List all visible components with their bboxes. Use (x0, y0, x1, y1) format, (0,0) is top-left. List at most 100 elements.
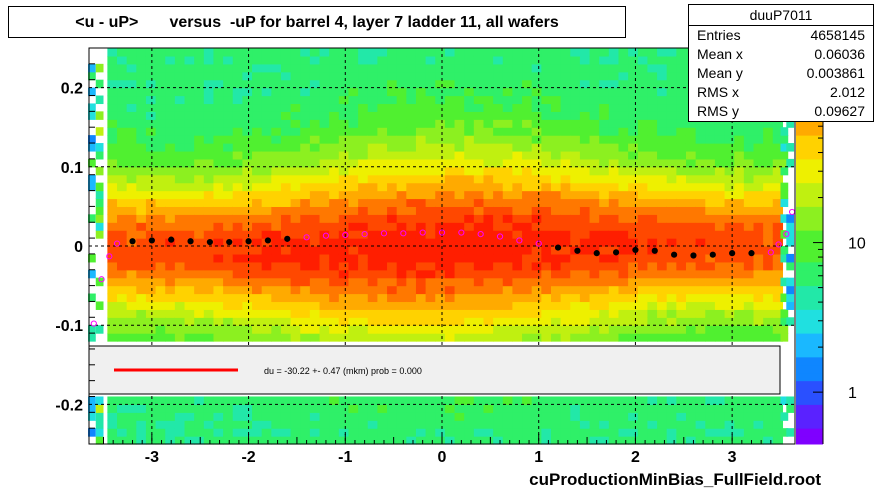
heatmap-cell (763, 317, 774, 326)
heatmap-cell (194, 293, 205, 303)
heatmap-cell (425, 48, 436, 57)
heatmap-cell (367, 317, 378, 326)
heatmap-cell (377, 333, 388, 342)
heatmap-cell (252, 103, 263, 112)
heatmap-cell (280, 182, 292, 192)
heatmap-cell (319, 206, 330, 215)
heatmap-cell (155, 412, 166, 421)
stats-value: 0.06036 (814, 46, 865, 62)
heatmap-cell (734, 206, 745, 215)
heatmap-cell (541, 111, 552, 120)
heatmap-cell (348, 150, 359, 160)
profile-point (380, 230, 388, 237)
heatmap-cell (425, 87, 436, 97)
heatmap-cell (579, 404, 591, 413)
heatmap-cell (772, 428, 784, 437)
heatmap-cell (174, 111, 186, 120)
heatmap-cell (232, 396, 243, 405)
heatmap-cell (628, 143, 639, 152)
heatmap-cell (502, 230, 513, 239)
heatmap-cell (358, 230, 369, 239)
heatmap-cell (714, 412, 726, 421)
heatmap-cell (522, 333, 533, 342)
heatmap-cell (174, 79, 186, 89)
colorbar-cell (796, 436, 823, 445)
heatmap-cell (88, 253, 96, 263)
heatmap-cell (329, 127, 340, 136)
heatmap-cell (743, 150, 755, 160)
heatmap-cell (232, 420, 243, 429)
heatmap-cell (444, 293, 456, 303)
heatmap-cell (213, 301, 224, 310)
heatmap-cell (396, 166, 407, 176)
heatmap-cell (502, 428, 513, 437)
heatmap-cell (329, 174, 340, 184)
heatmap-cell (174, 150, 186, 160)
heatmap-cell (628, 412, 639, 421)
heatmap-cell (117, 79, 128, 89)
heatmap-cell (203, 135, 215, 144)
heatmap-cell (473, 150, 485, 160)
heatmap-cell (117, 87, 128, 97)
heatmap-cell (223, 325, 234, 334)
heatmap-cell (387, 246, 398, 255)
heatmap-cell (252, 48, 263, 57)
heatmap-cell (531, 103, 542, 112)
heatmap-cell (107, 404, 118, 413)
heatmap-cell (531, 404, 542, 413)
stats-row-rms-x: RMS x 2.012 (689, 83, 873, 102)
heatmap-cell (608, 119, 620, 128)
heatmap-cell (300, 428, 311, 437)
heatmap-cell (271, 277, 282, 287)
heatmap-cell (300, 301, 311, 310)
heatmap-cell (348, 55, 359, 65)
heatmap-cell (290, 95, 301, 105)
heatmap-cell (194, 198, 205, 207)
heatmap-cell (165, 436, 176, 445)
heatmap-cell (329, 158, 340, 168)
colorbar-cell (796, 380, 823, 390)
heatmap-cell (676, 317, 687, 326)
heatmap-cell (531, 79, 542, 89)
heatmap-cell (348, 277, 359, 287)
heatmap-cell (194, 222, 205, 231)
heatmap-cell (444, 285, 456, 295)
heatmap-cell (396, 190, 407, 200)
heatmap-cell (213, 127, 224, 136)
heatmap-cell (309, 253, 321, 263)
heatmap-cell (541, 87, 552, 97)
heatmap-cell (541, 261, 552, 271)
heatmap-cell (358, 111, 369, 120)
heatmap-cell (329, 261, 340, 271)
y-tick-label: 0.2 (61, 81, 83, 98)
heatmap-cell (541, 412, 552, 421)
heatmap-cell (165, 412, 176, 421)
heatmap-cell (666, 277, 677, 287)
heatmap-cell (194, 420, 205, 429)
heatmap-cell (657, 71, 668, 81)
heatmap-cell (280, 119, 292, 128)
heatmap-cell (184, 119, 195, 128)
heatmap-cell (705, 246, 716, 255)
heatmap-cell (271, 420, 282, 429)
heatmap-cell (165, 79, 176, 89)
heatmap-cell (522, 79, 533, 89)
heatmap-cell (541, 55, 552, 65)
heatmap-cell (348, 420, 359, 429)
heatmap-cell (647, 206, 658, 215)
heatmap-cell (425, 103, 436, 112)
heatmap-cell (531, 428, 542, 437)
heatmap-cell (117, 119, 128, 128)
heatmap-cell (464, 79, 475, 89)
heatmap-cell (280, 396, 292, 405)
heatmap-cell (780, 190, 789, 200)
heatmap-cell (695, 261, 706, 271)
heatmap-cell (753, 158, 764, 168)
heatmap-cell (136, 166, 147, 176)
heatmap-cell (406, 55, 417, 65)
heatmap-cell (579, 71, 591, 81)
heatmap-cell (570, 293, 581, 303)
heatmap-cell (753, 119, 764, 128)
heatmap-cell (280, 174, 292, 184)
heatmap-cell (647, 214, 658, 223)
